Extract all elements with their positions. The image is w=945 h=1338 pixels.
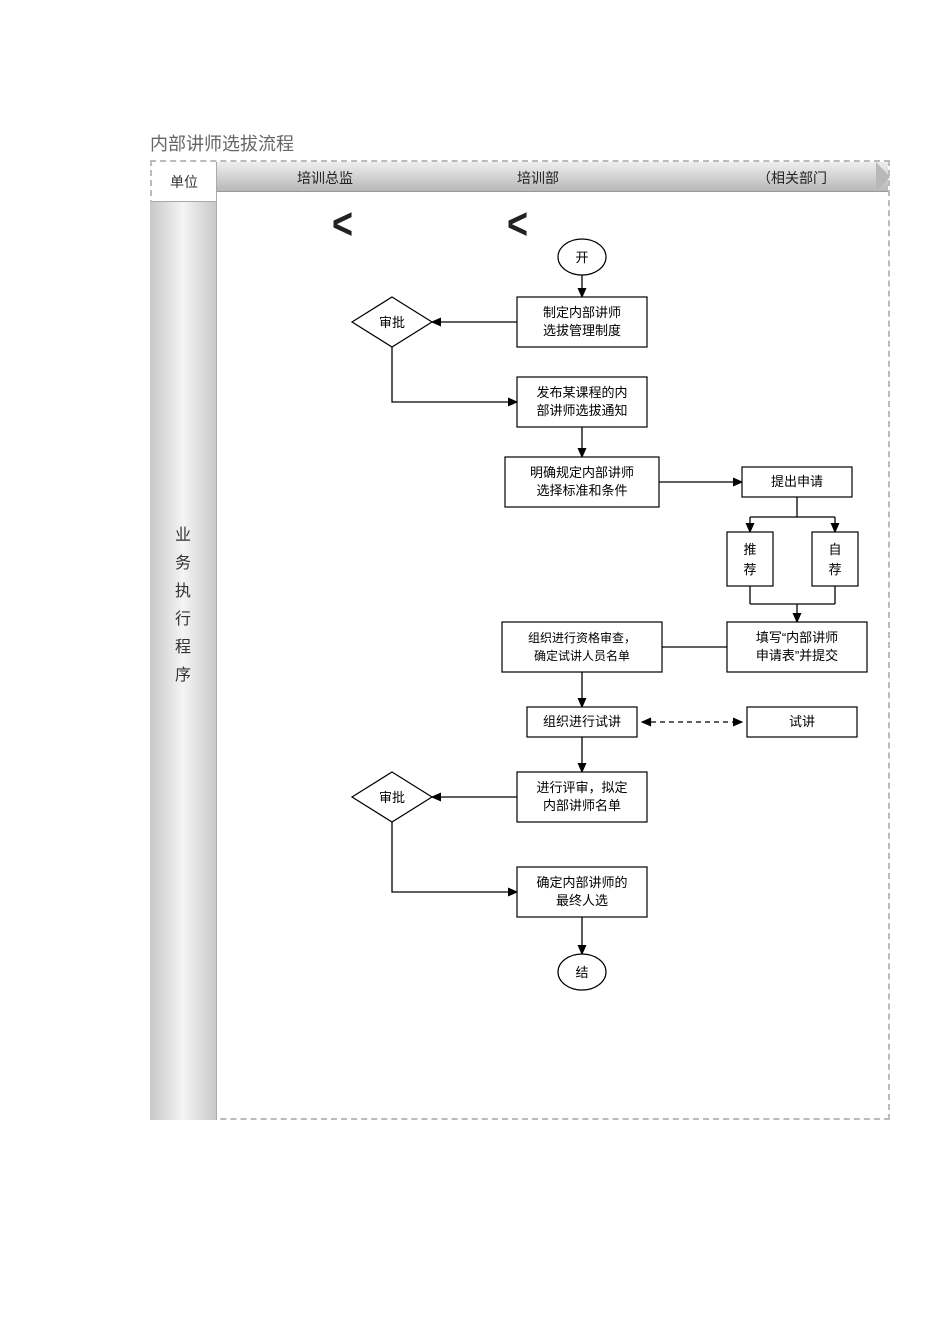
flowchart-svg: 开 制定内部讲师 选拔管理制度 审批 发布某课程的内 部讲师选拔通知 明确规定内… [217, 202, 892, 1120]
sidebar-pillar: 业务执行程序 [150, 202, 217, 1120]
node-label: 确定内部讲师的 [536, 875, 627, 890]
node-start-label: 开 [575, 250, 588, 265]
node-label: 内部讲师名单 [543, 798, 621, 813]
diagram-title: 内部讲师选拔流程 [150, 130, 945, 156]
node-label: 发布某课程的内 [536, 385, 627, 400]
node-label: 选拔管理制度 [543, 323, 621, 338]
node-label: 申请表”并提交 [756, 648, 838, 663]
diagram-frame: 单位 培训总监 培训部 （相关部门 业务执行程序 < < 开 制定内部讲师 选拔… [150, 160, 890, 1120]
node-label: 填写“内部讲师 [756, 630, 838, 645]
node-label: 审批 [379, 790, 405, 805]
node-label: 部讲师选拔通知 [536, 403, 627, 418]
node-label: 明确规定内部讲师 [530, 465, 634, 480]
header-arrowhead-icon [876, 162, 890, 192]
node-label: 荐 [743, 562, 756, 577]
node-label: 推 [743, 542, 756, 557]
node-label: 组织进行资格审查， [528, 630, 636, 645]
col-training-dept: 培训部 [517, 168, 559, 188]
col-training-director: 培训总监 [297, 168, 353, 188]
row-label-unit: 单位 [152, 162, 217, 202]
node-qualification-review [502, 622, 662, 672]
col-related-dept: （相关部门 [757, 168, 827, 188]
swimlane-header: 培训总监 培训部 （相关部门 [217, 162, 888, 192]
node-self-recommend [812, 532, 858, 586]
node-label: 自 [828, 542, 841, 557]
node-label: 进行评审，拟定 [536, 780, 627, 795]
node-label: 试讲 [789, 714, 815, 729]
node-label: 结 [575, 965, 588, 980]
node-label: 组织进行试讲 [543, 714, 621, 729]
node-label: 提出申请 [771, 474, 823, 489]
sidebar-label: 业务执行程序 [150, 522, 216, 690]
node-recommend [727, 532, 773, 586]
node-label: 最终人选 [556, 893, 608, 908]
node-label: 审批 [379, 315, 405, 330]
node-label: 荐 [828, 562, 841, 577]
node-label: 确定试讲人员名单 [534, 648, 630, 663]
node-label: 制定内部讲师 [543, 305, 621, 320]
node-label: 选择标准和条件 [536, 483, 627, 498]
